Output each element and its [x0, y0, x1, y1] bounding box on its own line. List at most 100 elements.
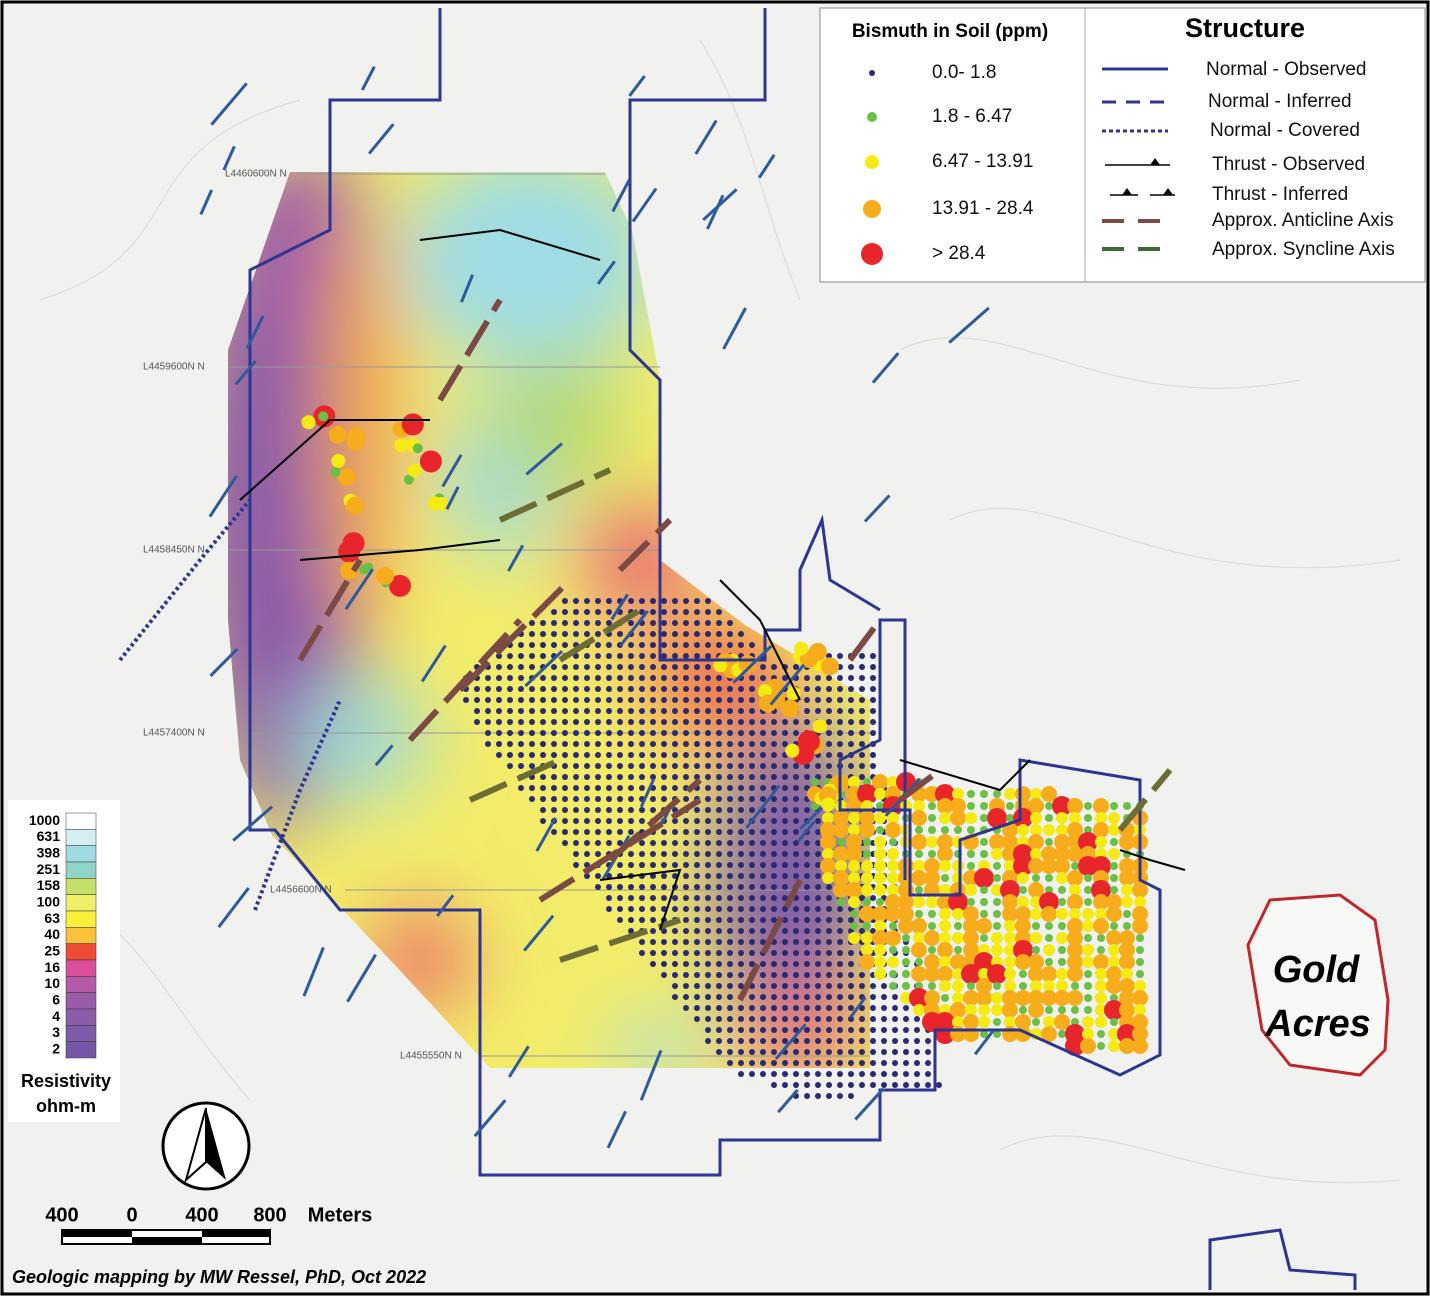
sample-dot — [628, 708, 634, 714]
sample-dot — [1004, 968, 1016, 980]
sample-dot — [913, 896, 925, 908]
sample-dot — [887, 848, 899, 860]
sample-dot — [639, 730, 645, 736]
sample-dot — [705, 785, 711, 791]
sample-dot — [793, 961, 799, 967]
sample-dot — [771, 1049, 777, 1055]
sample-dot — [705, 1038, 711, 1044]
sample-dot — [485, 708, 491, 714]
color-swatch — [65, 1041, 97, 1059]
sample-dot — [760, 840, 766, 846]
sample-dot — [963, 906, 979, 922]
sample-dot — [1054, 990, 1070, 1006]
sample-dot — [952, 1016, 964, 1028]
sample-dot — [782, 950, 788, 956]
sample-dot — [1119, 834, 1135, 850]
legend-label: Normal - Observed — [1206, 59, 1367, 80]
sample-dot — [1002, 894, 1018, 910]
sample-dot — [716, 895, 722, 901]
sample-dot — [870, 1060, 876, 1066]
sample-dot — [1084, 934, 1092, 942]
sample-dot — [771, 818, 777, 824]
sample-dot — [672, 950, 678, 956]
sample-dot — [672, 631, 678, 637]
sample-dot — [683, 796, 689, 802]
sample-dot — [859, 730, 865, 736]
sample-dot — [815, 1049, 821, 1055]
sample-dot — [1015, 1014, 1031, 1030]
sample-dot — [540, 708, 546, 714]
sample-dot — [826, 1071, 832, 1077]
sample-dot — [924, 990, 940, 1006]
sample-dot — [650, 708, 656, 714]
sample-dot — [1067, 894, 1083, 910]
sample-dot — [617, 774, 623, 780]
sample-dot — [892, 1049, 898, 1055]
sample-dot — [928, 814, 936, 822]
sample-dot — [822, 872, 834, 884]
sample-dot — [749, 829, 755, 835]
sample-dot — [911, 870, 927, 886]
sample-dot — [529, 686, 535, 692]
sample-dot — [705, 851, 711, 857]
sample-dot — [760, 774, 766, 780]
sample-dot — [749, 1027, 755, 1033]
sample-dot — [672, 675, 678, 681]
sample-dot — [496, 697, 502, 703]
sample-dot — [705, 752, 711, 758]
sample-dot — [403, 474, 414, 485]
scale-unit: Meters — [308, 1204, 372, 1226]
sample-dot — [1082, 956, 1094, 968]
legend-label: Approx. Anticline Axis — [1212, 210, 1394, 231]
sample-dot — [870, 653, 876, 659]
sample-dot — [874, 872, 886, 884]
sample-dot — [606, 906, 612, 912]
sample-dot — [1004, 932, 1016, 944]
sample-dot — [815, 873, 821, 879]
sample-dot — [518, 642, 524, 648]
sample-dot — [820, 834, 836, 850]
sample-dot — [683, 708, 689, 714]
sample-dot — [848, 961, 854, 967]
sample-dot — [874, 812, 886, 824]
sample-dot — [1028, 858, 1044, 874]
sample-dot — [1095, 980, 1107, 992]
sample-dot — [661, 642, 667, 648]
sample-dot — [950, 798, 966, 814]
normal-fault — [245, 315, 265, 350]
sample-dot — [595, 631, 601, 637]
sample-dot — [771, 994, 777, 1000]
anticline-axis — [457, 577, 573, 693]
sample-dot — [1136, 934, 1144, 942]
resistivity-tick: 6 — [52, 992, 60, 1008]
sample-dot — [1067, 930, 1083, 946]
sample-dot — [859, 719, 865, 725]
sample-dot — [939, 932, 951, 944]
sample-dot — [1136, 970, 1144, 978]
sample-dot — [683, 686, 689, 692]
sample-dot — [782, 972, 788, 978]
sample-dot — [815, 983, 821, 989]
sample-dot — [1028, 954, 1044, 970]
sample-dot — [639, 609, 645, 615]
sample-dot — [1067, 798, 1083, 814]
sample-dot — [705, 1005, 711, 1011]
sample-dot — [727, 631, 733, 637]
scale-bar-segment — [202, 1230, 270, 1237]
sample-dot — [804, 697, 810, 703]
sample-dot — [826, 972, 832, 978]
sample-dot — [782, 675, 788, 681]
sample-dot — [507, 686, 513, 692]
sample-dot — [683, 818, 689, 824]
sample-dot — [716, 818, 722, 824]
sample-dot — [595, 785, 601, 791]
sample-dot — [694, 961, 700, 967]
sample-dot — [573, 851, 579, 857]
contour — [39, 99, 301, 301]
sample-dot — [793, 1060, 799, 1066]
sample-dot — [1071, 1018, 1079, 1026]
sample-dot — [939, 908, 951, 920]
sample-dot — [1058, 1030, 1066, 1038]
